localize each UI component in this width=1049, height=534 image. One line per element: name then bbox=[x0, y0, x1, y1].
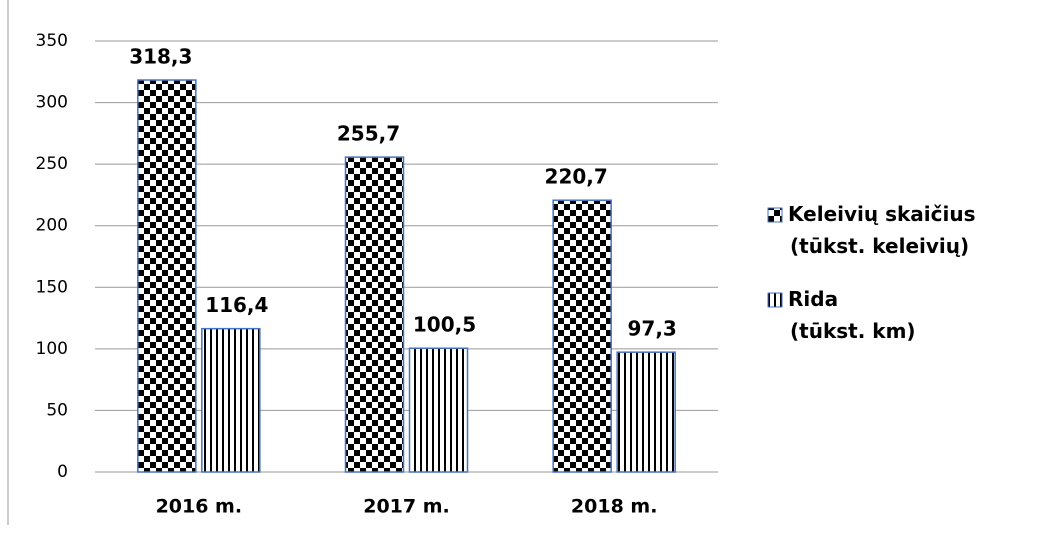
legend-swatch bbox=[767, 207, 783, 223]
y-tick-label: 0 bbox=[57, 462, 68, 482]
x-tick-label: 2018 m. bbox=[571, 496, 658, 518]
y-tick-label: 150 bbox=[36, 277, 68, 297]
bar bbox=[408, 347, 469, 473]
y-tick-label: 350 bbox=[36, 31, 68, 51]
bar bbox=[201, 327, 261, 473]
data-label: 97,3 bbox=[627, 317, 676, 341]
x-tick-label: 2017 m. bbox=[363, 496, 450, 518]
y-tick-label: 300 bbox=[36, 93, 68, 113]
y-tick-label: 200 bbox=[36, 216, 68, 236]
data-label: 116,4 bbox=[205, 293, 268, 317]
y-tick-label: 250 bbox=[36, 154, 68, 174]
bar bbox=[137, 79, 197, 473]
bar bbox=[344, 156, 405, 473]
legend-label: Rida (tūkst. km) bbox=[788, 287, 916, 343]
legend-swatch bbox=[767, 292, 783, 308]
bar bbox=[552, 199, 612, 473]
data-label: 318,3 bbox=[129, 45, 192, 69]
data-label: 255,7 bbox=[337, 122, 400, 146]
bar bbox=[616, 351, 676, 473]
y-tick-label: 100 bbox=[36, 339, 68, 359]
x-tick-label: 2016 m. bbox=[156, 496, 243, 518]
legend-label: Keleivių skaičius (tūkst. keleivių) bbox=[788, 202, 976, 258]
y-tick-label: 50 bbox=[46, 400, 68, 420]
data-label: 220,7 bbox=[545, 165, 608, 189]
data-label: 100,5 bbox=[413, 313, 476, 337]
